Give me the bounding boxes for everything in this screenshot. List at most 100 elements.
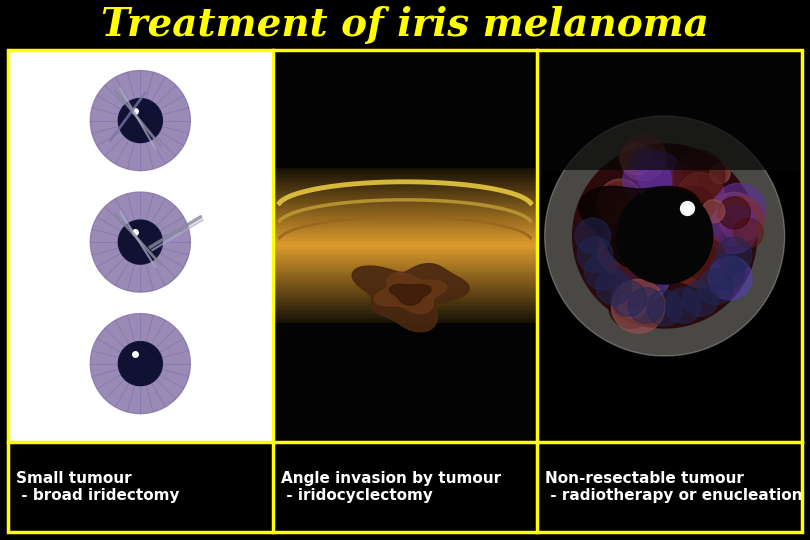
Bar	[273, 117, 537, 119]
Bar	[273, 342, 537, 344]
Bar	[273, 424, 537, 426]
Bar	[273, 258, 537, 260]
Bar	[273, 180, 537, 182]
Bar	[273, 435, 537, 437]
Bar	[273, 394, 537, 396]
Polygon shape	[598, 228, 645, 275]
Polygon shape	[673, 225, 695, 246]
Bar	[273, 100, 537, 102]
Bar	[273, 356, 537, 359]
Bar	[273, 214, 537, 216]
Bar	[273, 50, 537, 442]
Bar	[273, 289, 537, 292]
Bar	[273, 389, 537, 391]
Bar	[273, 275, 537, 278]
Bar	[273, 385, 537, 387]
Bar	[273, 212, 537, 214]
Bar	[537, 442, 802, 532]
Polygon shape	[612, 262, 657, 307]
Polygon shape	[683, 280, 718, 316]
Bar	[273, 147, 537, 149]
Bar	[273, 318, 537, 320]
Bar	[273, 297, 537, 300]
Bar	[273, 329, 537, 331]
Bar	[273, 74, 537, 76]
Bar	[273, 361, 537, 363]
Bar	[273, 140, 537, 143]
Bar	[273, 312, 537, 314]
Polygon shape	[707, 192, 760, 246]
Bar	[273, 61, 537, 63]
Bar	[273, 202, 537, 204]
Bar	[273, 429, 537, 431]
Bar	[273, 266, 537, 268]
Polygon shape	[647, 290, 683, 326]
Polygon shape	[698, 269, 734, 305]
Bar	[273, 234, 537, 237]
Polygon shape	[608, 192, 638, 224]
Bar	[273, 221, 537, 224]
Bar	[273, 231, 537, 233]
Bar	[273, 108, 537, 110]
Bar	[273, 372, 537, 374]
Polygon shape	[620, 251, 670, 301]
Bar	[273, 369, 537, 372]
Bar	[273, 370, 537, 373]
Bar	[273, 411, 537, 413]
Bar	[273, 164, 537, 166]
Bar	[273, 367, 537, 369]
Bar	[273, 227, 537, 229]
Polygon shape	[616, 188, 713, 284]
Bar	[273, 259, 537, 262]
Bar	[273, 354, 537, 356]
Bar	[273, 104, 537, 106]
Bar	[273, 270, 537, 272]
Bar	[273, 390, 537, 393]
Bar	[273, 281, 537, 284]
Bar	[273, 184, 537, 186]
Bar	[273, 174, 537, 177]
Bar	[273, 85, 537, 88]
Polygon shape	[675, 260, 698, 284]
Polygon shape	[612, 279, 665, 333]
Polygon shape	[603, 214, 625, 235]
Bar	[273, 406, 537, 408]
Bar	[273, 437, 537, 440]
Polygon shape	[623, 280, 644, 301]
Bar	[273, 379, 537, 381]
Bar	[273, 352, 537, 354]
Bar	[273, 79, 537, 82]
Bar	[273, 163, 537, 165]
Polygon shape	[666, 288, 701, 323]
Bar	[273, 304, 537, 306]
Polygon shape	[677, 172, 724, 220]
Polygon shape	[579, 186, 701, 269]
Polygon shape	[91, 192, 190, 292]
Polygon shape	[709, 205, 757, 254]
Bar	[273, 368, 537, 370]
Bar	[273, 430, 537, 433]
Polygon shape	[719, 197, 764, 241]
Bar	[8, 50, 802, 532]
Bar	[273, 326, 537, 328]
Bar	[273, 106, 537, 109]
Bar	[273, 302, 537, 305]
Bar	[273, 359, 537, 361]
Bar	[273, 176, 537, 178]
Bar	[273, 357, 537, 360]
Polygon shape	[585, 254, 620, 290]
Bar	[273, 364, 537, 366]
Bar	[273, 412, 537, 415]
Bar	[273, 160, 537, 163]
Polygon shape	[683, 238, 726, 280]
Bar	[273, 440, 537, 442]
Bar	[273, 321, 537, 323]
Bar	[273, 71, 537, 73]
Bar	[273, 54, 537, 57]
Polygon shape	[629, 288, 664, 323]
Bar	[273, 305, 537, 307]
Polygon shape	[720, 229, 744, 253]
Bar	[273, 158, 537, 160]
Bar	[273, 386, 537, 388]
Bar	[273, 65, 537, 67]
